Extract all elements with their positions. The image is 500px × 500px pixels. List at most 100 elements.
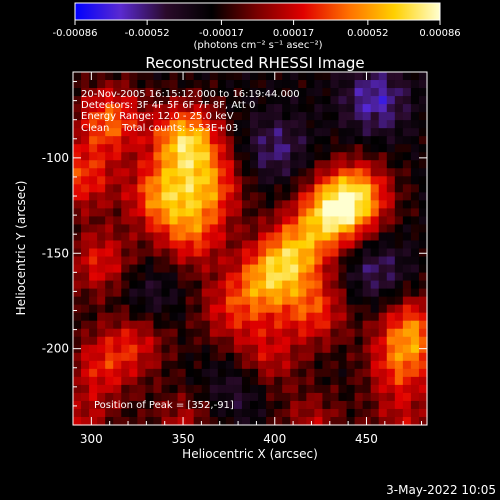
heatmap-cell (169, 184, 179, 193)
heatmap-cell (89, 232, 98, 242)
heatmap-cell (169, 208, 179, 218)
heatmap-cell (418, 368, 428, 378)
heatmap-cell (137, 144, 147, 153)
heatmap-cell (298, 360, 307, 370)
heatmap-cell (378, 240, 388, 250)
heatmap-cell (97, 96, 106, 105)
heatmap-cell (153, 152, 163, 161)
heatmap-cell (394, 320, 404, 330)
heatmap-cell (330, 88, 340, 97)
heatmap-cell (402, 152, 412, 161)
heatmap-cell (418, 352, 428, 362)
heatmap-cell (137, 360, 147, 370)
heatmap-cell (73, 408, 82, 418)
heatmap-cell (394, 80, 404, 89)
heatmap-cell (274, 72, 283, 81)
heatmap-cell (274, 360, 283, 370)
heatmap-cell (346, 336, 356, 346)
heatmap-cell (362, 136, 372, 145)
heatmap-cell (217, 392, 227, 402)
heatmap-cell (137, 224, 147, 234)
heatmap-cell (177, 392, 187, 402)
heatmap-cell (73, 368, 82, 378)
heatmap-cell (81, 232, 90, 242)
heatmap-cell (217, 272, 227, 282)
colorbar-gradient (74, 2, 441, 21)
heatmap-cell (225, 296, 235, 306)
heatmap-cell (73, 296, 82, 306)
heatmap-cell (201, 328, 211, 338)
heatmap-cell (362, 328, 372, 338)
heatmap-cell (298, 160, 307, 169)
heatmap-cell (73, 320, 82, 330)
heatmap-cell (290, 96, 299, 105)
heatmap-cell (418, 224, 428, 234)
heatmap-cell (121, 176, 130, 185)
heatmap-cell (274, 336, 283, 346)
heatmap-cell (370, 200, 380, 209)
heatmap-cell (201, 376, 211, 386)
heatmap-cell (201, 200, 211, 209)
heatmap-cell (290, 320, 299, 330)
heatmap-cell (314, 80, 324, 89)
heatmap-cell (81, 160, 90, 169)
heatmap-cell (258, 360, 267, 370)
heatmap-cell (290, 264, 299, 274)
heatmap-cell (161, 80, 171, 89)
heatmap-cell (418, 392, 428, 402)
heatmap-cell (346, 272, 356, 282)
heatmap-cell (209, 360, 219, 370)
heatmap-cell (330, 176, 340, 185)
heatmap-cell (129, 416, 138, 426)
heatmap-cell (241, 232, 251, 242)
heatmap-cell (225, 224, 235, 234)
heatmap-cell (161, 168, 171, 177)
heatmap-cell (113, 192, 122, 201)
heatmap-cell (129, 328, 138, 338)
heatmap-cell (330, 168, 340, 177)
heatmap-cell (298, 328, 307, 338)
heatmap-cell (193, 328, 203, 338)
heatmap-cell (394, 392, 404, 402)
heatmap-cell (306, 384, 315, 394)
heatmap-cell (145, 192, 155, 201)
heatmap-cell (185, 240, 195, 250)
heatmap-cell (354, 376, 364, 386)
heatmap-cell (362, 256, 372, 266)
heatmap-cell (282, 248, 291, 258)
heatmap-cell (370, 248, 380, 258)
heatmap-cell (386, 112, 396, 121)
heatmap-cell (241, 184, 251, 193)
heatmap-cell (282, 128, 291, 137)
heatmap-cell (346, 288, 356, 298)
heatmap-cell (362, 408, 372, 418)
heatmap-cell (290, 272, 299, 282)
heatmap-cell (402, 416, 412, 426)
heatmap-cell (306, 128, 315, 137)
heatmap-cell (266, 368, 275, 378)
info-line-time: 20-Nov-2005 16:15:12.000 to 16:19:44.000 (81, 89, 300, 100)
heatmap-cell (153, 96, 163, 105)
heatmap-cell (73, 360, 82, 370)
heatmap-cell (169, 240, 179, 250)
heatmap-cell (233, 120, 243, 129)
heatmap-cell (290, 360, 299, 370)
heatmap-cell (314, 104, 324, 113)
heatmap-cell (153, 232, 163, 242)
heatmap-cell (250, 144, 259, 153)
heatmap-cell (217, 176, 227, 185)
heatmap-cell (105, 120, 114, 129)
heatmap-cell (105, 112, 114, 121)
heatmap-cell (209, 272, 219, 282)
heatmap-cell (298, 168, 307, 177)
heatmap-cell (258, 352, 267, 362)
heatmap-cell (298, 264, 307, 274)
heatmap-cell (298, 280, 307, 290)
heatmap-cell (282, 168, 291, 177)
heatmap-cell (241, 264, 251, 274)
heatmap-cell (145, 104, 155, 113)
heatmap-cell (274, 320, 283, 330)
heatmap-cell (145, 368, 155, 378)
heatmap-cell (113, 264, 122, 274)
heatmap-cell (418, 200, 428, 209)
